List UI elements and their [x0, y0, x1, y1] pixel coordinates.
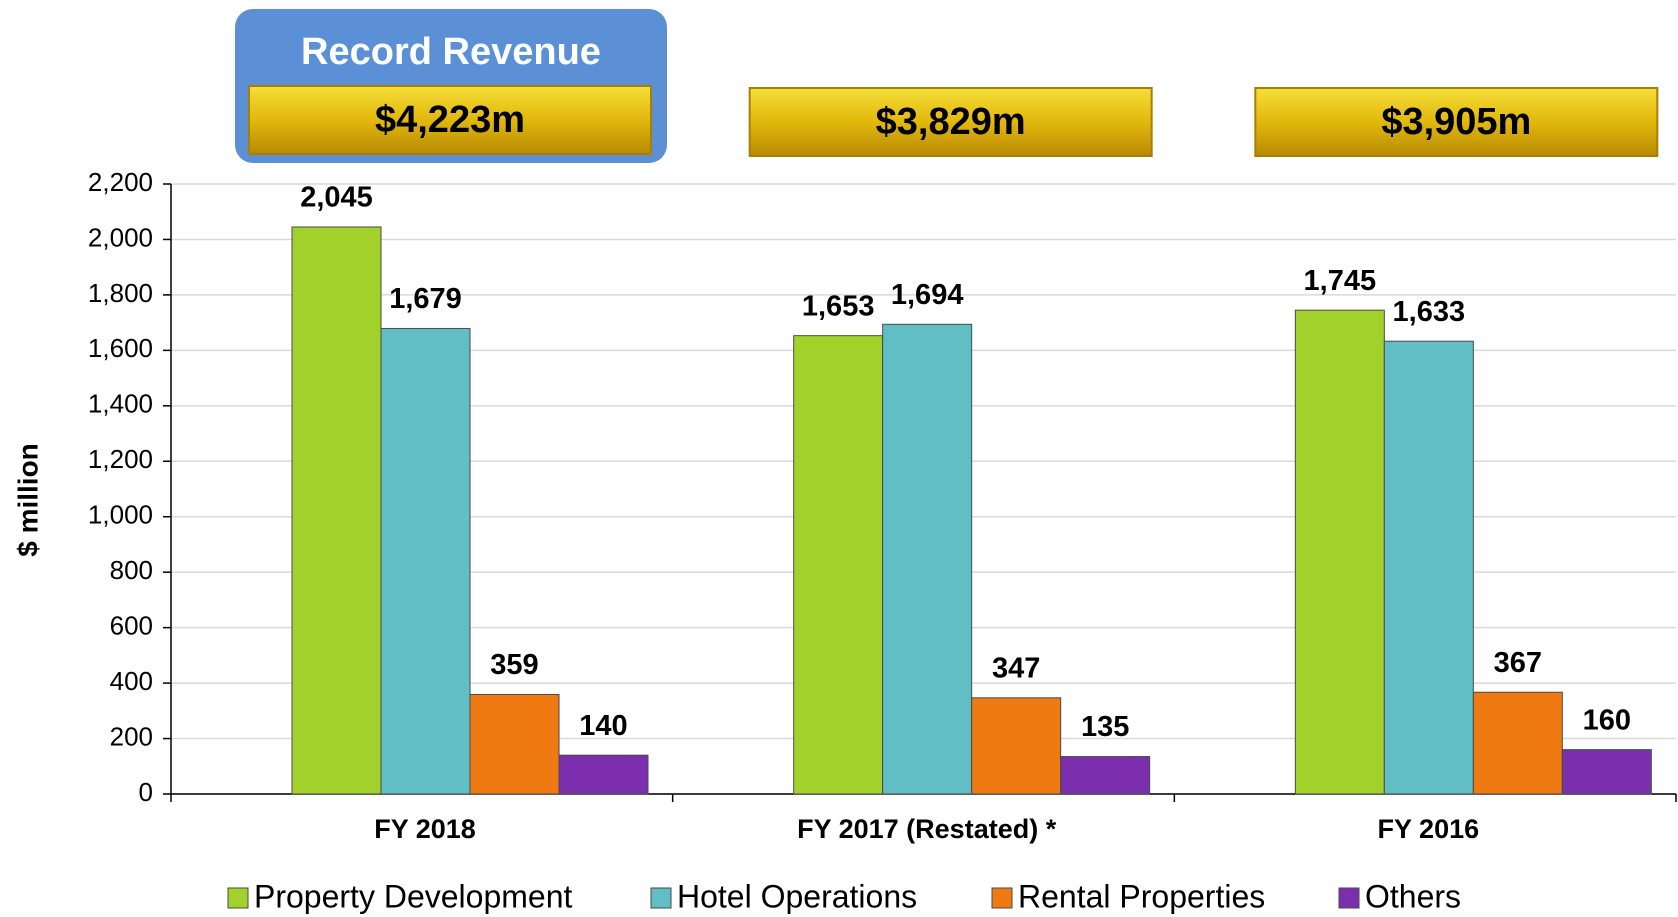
value-label: 1,694 — [891, 279, 964, 311]
y-tick-label: 200 — [110, 721, 153, 751]
y-axis-label: $ million — [12, 443, 43, 557]
total-banner — [248, 85, 652, 155]
bar — [558, 754, 649, 795]
y-tick-label: 800 — [110, 555, 153, 585]
y-tick-label: 0 — [139, 777, 153, 807]
y-tick-label: 600 — [110, 611, 153, 641]
y-tick-label: 1,200 — [88, 444, 153, 474]
legend-swatch — [650, 887, 672, 909]
value-label: 2,045 — [300, 182, 373, 214]
bar — [971, 697, 1062, 795]
value-label: 347 — [992, 652, 1040, 684]
legend-swatch — [1338, 887, 1360, 909]
value-label: 1,679 — [389, 283, 462, 315]
x-tick-label: FY 2018 — [374, 814, 476, 844]
bar — [1383, 340, 1474, 795]
y-tick-label: 1,000 — [88, 500, 153, 530]
x-tick-label: FY 2017 (Restated) * — [797, 814, 1057, 844]
bar — [1294, 309, 1385, 795]
bar — [1561, 749, 1652, 795]
bar — [882, 323, 973, 795]
bar — [469, 693, 560, 795]
y-tick-label: 2,200 — [88, 167, 153, 197]
legend-swatch — [991, 887, 1013, 909]
total-banner — [748, 87, 1153, 157]
bar — [380, 327, 471, 795]
legend-label: Others — [1365, 878, 1461, 914]
y-tick-label: 2,000 — [88, 222, 153, 252]
value-label: 135 — [1081, 711, 1129, 743]
bar — [1060, 756, 1151, 795]
annotation: Record Revenue — [301, 31, 601, 73]
x-tick-label: FY 2016 — [1378, 814, 1480, 844]
total-banner — [1254, 87, 1659, 157]
total-label: $4,223m — [375, 99, 525, 141]
legend-label: Rental Properties — [1018, 878, 1265, 914]
value-label: 367 — [1494, 647, 1542, 679]
total-label: $3,905m — [1381, 101, 1531, 143]
total-label: $3,829m — [876, 101, 1026, 143]
value-label: 1,745 — [1304, 265, 1377, 297]
legend-label: Hotel Operations — [677, 878, 917, 914]
value-label: 1,653 — [802, 290, 875, 322]
bar — [793, 335, 884, 795]
y-tick-label: 1,800 — [88, 278, 153, 308]
value-label: 359 — [490, 649, 538, 681]
bar — [1472, 691, 1563, 795]
legend-swatch — [227, 887, 249, 909]
legend-label: Property Development — [254, 878, 572, 914]
y-tick-label: 400 — [110, 666, 153, 696]
y-tick-label: 1,400 — [88, 389, 153, 419]
bar — [291, 226, 382, 795]
value-label: 1,633 — [1393, 296, 1466, 328]
value-label: 140 — [579, 710, 627, 742]
y-tick-label: 1,600 — [88, 333, 153, 363]
value-label: 160 — [1583, 704, 1631, 736]
